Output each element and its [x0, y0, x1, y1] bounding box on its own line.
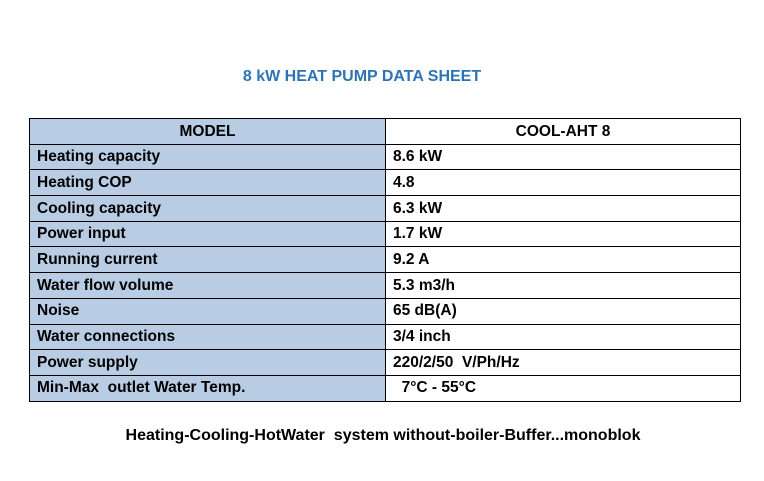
label-cell: Heating COP — [29, 169, 386, 197]
data-table: MODEL COOL-AHT 8 Heating capacity 8.6 kW Hea… — [29, 118, 741, 402]
value-cell: 3/4 inch — [385, 323, 741, 351]
table-row: MODEL COOL-AHT 8 — [29, 118, 741, 145]
label-cell: MODEL — [29, 118, 386, 145]
value-cell: 4.8 — [385, 169, 741, 197]
value-cell: 1.7 kW — [385, 220, 741, 248]
value-cell: 65 dB(A) — [385, 297, 741, 325]
table-row: Power supply 220/2/50 V/Ph/Hz — [29, 349, 741, 376]
table-row: Cooling capacity 6.3 kW — [29, 195, 741, 222]
table-row: Noise 65 dB(A) — [29, 297, 741, 325]
value-cell: 6.3 kW — [385, 195, 741, 222]
table-row: Power input 1.7 kW — [29, 220, 741, 248]
footer: Heating-Cooling-HotWater system without-… — [125, 427, 641, 444]
label-cell: Min-Max outlet Water Temp. — [29, 374, 386, 402]
title: 8 kW HEAT PUMP DATA SHEET — [242, 68, 482, 85]
value-cell: COOL-AHT 8 — [385, 118, 741, 145]
table-row: Heating capacity 8.6 kW — [29, 143, 741, 171]
label-cell: Water flow volume — [29, 272, 386, 299]
table-row: Running current 9.2 A — [29, 246, 741, 274]
value-cell: 8.6 kW — [385, 143, 741, 171]
label-cell: Heating capacity — [29, 143, 386, 171]
table-row: Water connections 3/4 inch — [29, 323, 741, 351]
label-cell: Water connections — [29, 323, 386, 351]
label-cell: Power input — [29, 220, 386, 248]
table-row: Water flow volume 5.3 m3/h — [29, 272, 741, 299]
label-cell: Cooling capacity — [29, 195, 386, 222]
value-cell: 5.3 m3/h — [385, 272, 741, 299]
value-cell: 220/2/50 V/Ph/Hz — [385, 349, 741, 376]
table-row: Heating COP 4.8 — [29, 169, 741, 197]
value-cell: 7°C - 55°C — [385, 374, 741, 402]
table-row: Min-Max outlet Water Temp. 7°C - 55°C — [29, 374, 741, 402]
label-cell: Noise — [29, 297, 386, 325]
label-cell: Power supply — [29, 349, 386, 376]
value-cell: 9.2 A — [385, 246, 741, 274]
label-cell: Running current — [29, 246, 386, 274]
